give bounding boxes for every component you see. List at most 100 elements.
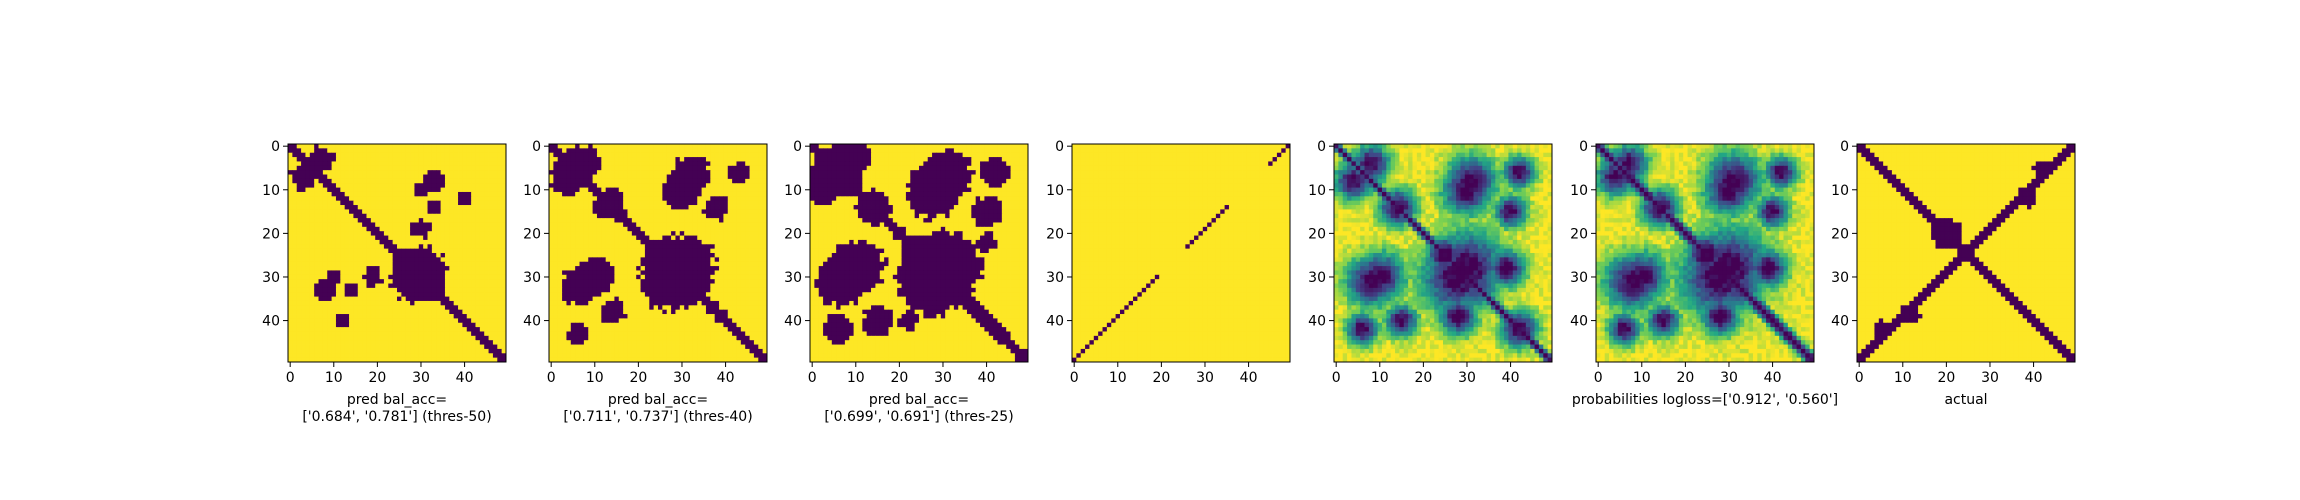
- heatmap-cell: [745, 353, 750, 359]
- heatmap-cell: [714, 244, 720, 250]
- heatmap-cell: [579, 348, 585, 354]
- heatmap-cell: [596, 327, 602, 332]
- heatmap-cell: [732, 274, 737, 280]
- heatmap-cell: [666, 235, 672, 241]
- heatmap-cell: [466, 331, 472, 337]
- heatmap-cell: [322, 218, 328, 223]
- heatmap-cell: [740, 148, 746, 154]
- heatmap-cell: [440, 157, 446, 162]
- heatmap-cell: [383, 340, 389, 345]
- heatmap-cell: [418, 283, 424, 289]
- heatmap-cell: [458, 335, 463, 341]
- heatmap-cell: [353, 327, 359, 332]
- heatmap-cell: [732, 244, 737, 250]
- heatmap-cell: [418, 331, 424, 337]
- heatmap-cell: [675, 253, 681, 258]
- heatmap-cell: [410, 348, 415, 354]
- heatmap-cell: [705, 239, 711, 245]
- heatmap-cell: [357, 279, 363, 284]
- heatmap-cell: [614, 191, 620, 197]
- heatmap-cell: [466, 239, 472, 245]
- heatmap-cell: [636, 305, 641, 311]
- heatmap-cell: [379, 314, 385, 319]
- heatmap-cell: [362, 305, 367, 311]
- heatmap-cell: [640, 235, 646, 241]
- heatmap-cell: [427, 279, 433, 284]
- heatmap-cell: [658, 296, 663, 302]
- heatmap-cell: [596, 348, 602, 354]
- heatmap-cell: [366, 314, 372, 319]
- heatmap-cell: [379, 152, 385, 158]
- heatmap-cell: [601, 152, 607, 158]
- heatmap-cell: [410, 283, 415, 289]
- heatmap-cell: [596, 244, 602, 250]
- heatmap-cell: [397, 157, 402, 162]
- heatmap-cell: [605, 213, 611, 219]
- heatmap-cell: [458, 196, 463, 202]
- heatmap-cell: [292, 309, 298, 315]
- heatmap-cell: [444, 314, 450, 319]
- heatmap-cell: [640, 331, 646, 337]
- heatmap-cell: [379, 331, 385, 337]
- heatmap-cell: [749, 314, 755, 319]
- heatmap-cell: [362, 231, 367, 236]
- heatmap-cell: [383, 222, 389, 228]
- heatmap-cell: [318, 148, 324, 154]
- heatmap-cell: [492, 296, 498, 302]
- heatmap-cell: [583, 231, 589, 236]
- heatmap-cell: [701, 296, 707, 302]
- heatmap-cell: [388, 257, 394, 263]
- heatmap-cell: [466, 170, 472, 175]
- heatmap-cell: [610, 305, 615, 311]
- heatmap-cell: [588, 165, 593, 171]
- heatmap-cell: [705, 178, 711, 184]
- heatmap-cell: [727, 187, 733, 193]
- heatmap-cell: [557, 170, 563, 175]
- heatmap-cell: [601, 209, 607, 215]
- heatmap-cell: [758, 279, 764, 284]
- heatmap-cell: [719, 300, 724, 306]
- heatmap-cell: [353, 152, 359, 158]
- heatmap-cell: [644, 353, 650, 359]
- heatmap-cell: [392, 335, 398, 341]
- heatmap-cell: [653, 348, 659, 354]
- heatmap-cell: [392, 340, 398, 345]
- heatmap-cell: [692, 257, 698, 263]
- heatmap-cell: [692, 318, 698, 324]
- heatmap-cell: [410, 335, 415, 341]
- heatmap-cell: [705, 209, 711, 215]
- heatmap-cell: [501, 266, 507, 271]
- heatmap-cell: [666, 178, 672, 184]
- heatmap-cell: [501, 300, 507, 306]
- heatmap-cell: [675, 279, 681, 284]
- heatmap-cell: [636, 309, 641, 315]
- heatmap-cell: [705, 287, 711, 293]
- heatmap-cell: [492, 261, 498, 267]
- heatmap-cell: [388, 331, 394, 337]
- heatmap-cell: [675, 174, 681, 180]
- heatmap-cell: [579, 235, 585, 241]
- heatmap-cell: [362, 209, 367, 215]
- heatmap-cell: [414, 296, 420, 302]
- heatmap-cell: [575, 344, 580, 350]
- heatmap-cell: [370, 170, 376, 175]
- heatmap-cell: [401, 152, 407, 158]
- heatmap-cell: [671, 344, 676, 350]
- heatmap-cell: [331, 257, 337, 263]
- heatmap-cell: [444, 331, 450, 337]
- heatmap-cell: [397, 353, 402, 359]
- heatmap-cell: [301, 296, 306, 302]
- heatmap-cell: [684, 161, 689, 167]
- heatmap-cell: [562, 274, 567, 280]
- heatmap-cell: [692, 222, 698, 228]
- heatmap-cell: [553, 261, 559, 267]
- heatmap-cell: [636, 200, 641, 206]
- heatmap-cell: [557, 244, 563, 250]
- heatmap-cell: [640, 218, 646, 223]
- heatmap-cell: [710, 174, 716, 180]
- heatmap-cell: [714, 335, 720, 341]
- heatmap-cell: [723, 340, 729, 345]
- heatmap-cell: [697, 191, 702, 197]
- heatmap-cell: [318, 213, 324, 219]
- heatmap-cell: [588, 187, 593, 193]
